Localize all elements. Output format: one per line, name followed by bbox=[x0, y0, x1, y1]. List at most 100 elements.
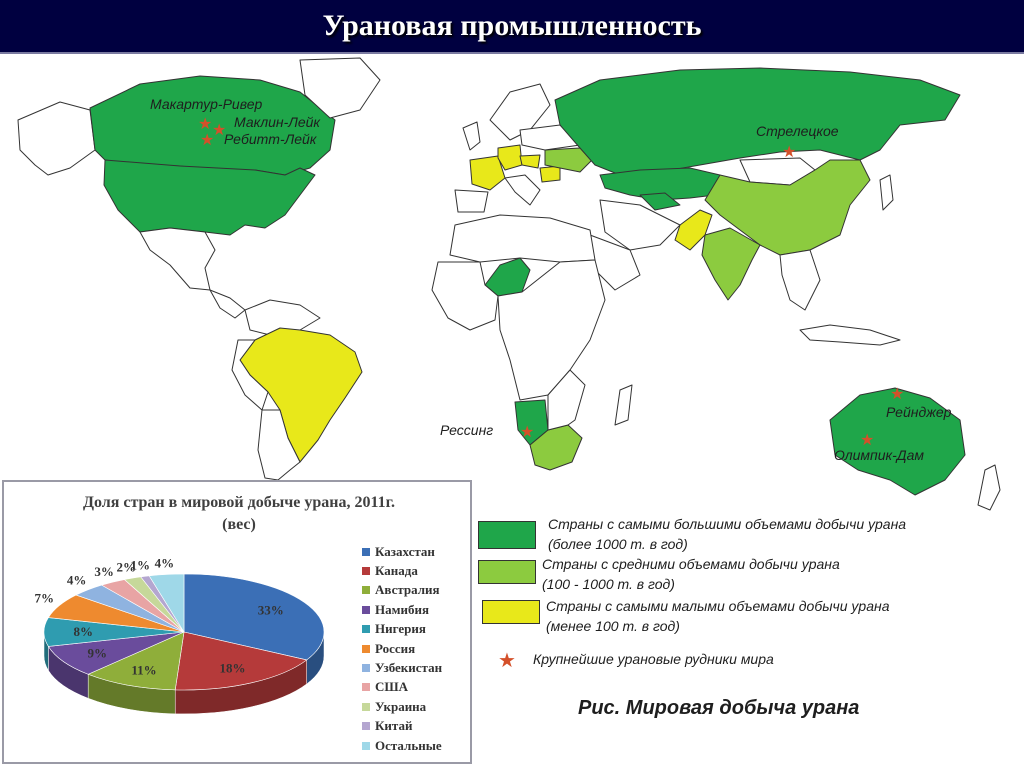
country-germany bbox=[497, 144, 523, 171]
country-iran-middle-east bbox=[599, 199, 681, 251]
pie-legend-swatch bbox=[362, 644, 370, 653]
pie-legend-item: США bbox=[362, 678, 442, 697]
pie-legend-swatch bbox=[362, 586, 370, 595]
star-icon: ★ bbox=[520, 424, 535, 441]
pie-label-3: 9% bbox=[87, 645, 107, 660]
pie-legend-swatch bbox=[362, 741, 370, 750]
pie-legend-item: Нигерия bbox=[362, 620, 442, 639]
pie-legend-swatch bbox=[362, 547, 370, 556]
pie-legend-label: Нигерия bbox=[375, 621, 426, 637]
pie-legend-label: Австралия bbox=[375, 582, 440, 598]
pie-legend: Казахстан Канада Австралия Намибия Нигерия Ро… bbox=[362, 542, 442, 755]
pie-slice-0 bbox=[183, 573, 325, 661]
pie-chart-title-text: Доля стран в мировой добыче урана, 2011г… bbox=[82, 494, 396, 511]
country-indonesia bbox=[799, 324, 901, 346]
star-icon: ★ bbox=[890, 386, 905, 403]
pie-slice-1 bbox=[174, 631, 308, 691]
pie-legend-label: Узбекистан bbox=[375, 660, 443, 676]
country-mexico bbox=[139, 227, 216, 291]
country-czech bbox=[519, 154, 541, 169]
pie-legend-swatch bbox=[362, 567, 370, 576]
country-india bbox=[701, 227, 761, 301]
star-icon: ★ bbox=[782, 144, 797, 161]
pie-legend-item: Китай bbox=[362, 717, 442, 736]
map-svg bbox=[17, 57, 1001, 511]
mine-label-mcclean: Маклин-Лейк bbox=[234, 114, 321, 130]
country-west-africa bbox=[431, 261, 499, 331]
country-alaska bbox=[17, 101, 96, 176]
pie-legend-label: Китай bbox=[375, 718, 413, 734]
pie-label-9: 1% bbox=[131, 558, 151, 573]
pie-legend-item: Намибия bbox=[362, 600, 442, 619]
star-icon: ★ bbox=[498, 650, 516, 672]
country-peru-bolivia bbox=[231, 339, 269, 411]
legend-low-line2: (менее 100 т. в год) bbox=[546, 618, 680, 634]
title-bar: Урановая промышленность bbox=[0, 0, 1024, 54]
pie-slice-10 bbox=[148, 573, 185, 634]
mine-label-streltsovskoe: Стрелецкое bbox=[756, 123, 839, 139]
pie-legend-swatch bbox=[362, 664, 370, 673]
legend-swatch-low bbox=[482, 600, 540, 624]
legend-swatch-top bbox=[478, 521, 536, 549]
mine-label-olympic-dam: Олимпик-Дам bbox=[834, 447, 925, 463]
star-icon: ★ bbox=[860, 432, 875, 449]
pie-chart-panel: Доля стран в мировой добыче урана, 2011г… bbox=[2, 480, 472, 764]
pie-slice-3 bbox=[47, 631, 185, 675]
pie-legend-item: Россия bbox=[362, 639, 442, 658]
pie-label-8: 2% bbox=[117, 560, 137, 575]
country-uzbekistan bbox=[639, 192, 681, 211]
pie-legend-swatch bbox=[362, 605, 370, 614]
legend-swatch-middle bbox=[478, 560, 536, 584]
pie-label-10: 4% bbox=[155, 556, 175, 571]
pie-slice-2 bbox=[87, 631, 185, 691]
country-uk bbox=[462, 121, 481, 151]
pie-label-7: 3% bbox=[94, 564, 114, 579]
star-icon: ★ bbox=[198, 116, 213, 133]
pie-legend-swatch bbox=[362, 683, 370, 692]
pie-legend-swatch bbox=[362, 702, 370, 711]
country-central-america bbox=[209, 289, 246, 319]
pie-legend-item: Казахстан bbox=[362, 542, 442, 561]
country-spain bbox=[454, 189, 489, 213]
country-usa bbox=[103, 159, 316, 236]
country-argentina-chile bbox=[257, 409, 301, 481]
pie-legend-item: Канада bbox=[362, 561, 442, 580]
pie-legend-item: Австралия bbox=[362, 581, 442, 600]
pie-legend-item: Остальные bbox=[362, 736, 442, 755]
pie-label-6: 4% bbox=[67, 573, 87, 588]
pie-legend-label: Украина bbox=[375, 698, 427, 714]
pie-legend-item: Узбекистан bbox=[362, 658, 442, 677]
country-scandinavia bbox=[489, 83, 551, 141]
pie-legend-item: Украина bbox=[362, 697, 442, 716]
country-japan bbox=[879, 174, 894, 211]
pie-label-0: 33% bbox=[258, 603, 284, 618]
pie-legend-label: Россия bbox=[375, 640, 416, 656]
pie-label-2: 11% bbox=[131, 662, 156, 677]
country-north-africa bbox=[449, 214, 596, 263]
country-se-asia bbox=[779, 249, 821, 311]
pie-chart-subtitle: (вес) bbox=[222, 516, 256, 533]
mine-label-mcarthur: Макартур-Ривер bbox=[150, 96, 263, 112]
country-romania bbox=[539, 165, 561, 183]
pie-legend-label: Намибия bbox=[375, 601, 429, 617]
pie-label-4: 8% bbox=[73, 624, 93, 639]
figure-caption: Рис. Мировая добыча урана bbox=[578, 697, 860, 719]
country-france bbox=[469, 155, 506, 191]
world-map: ★ ★ ★ ★ ★ ★ ★ Макартур-Ривер Маклин-Лейк… bbox=[0, 54, 1024, 767]
pie-legend-swatch bbox=[362, 722, 370, 731]
legend-top-line2: (более 1000 т. в год) bbox=[548, 536, 688, 552]
pie-chart-title: Доля стран в мировой добыче урана, 2011г… bbox=[4, 492, 474, 536]
legend-low-line1: Страны с самыми малыми объемами добычи у… bbox=[546, 598, 890, 614]
country-central-africa bbox=[497, 259, 606, 401]
country-china bbox=[704, 159, 871, 256]
country-italy-balkans bbox=[504, 174, 541, 206]
pie-legend-label: Остальные bbox=[375, 737, 442, 753]
mine-label-rossing: Рессинг bbox=[440, 422, 494, 438]
country-new-zealand bbox=[977, 464, 1001, 511]
legend-top-line1: Страны с самыми большими объемами добычи… bbox=[548, 516, 907, 532]
pie-chart: 33% 18% 11% 9% 8% 7% 4% 3% 2%1% 4% bbox=[35, 556, 325, 715]
country-madagascar bbox=[614, 384, 633, 426]
country-kazakhstan bbox=[599, 167, 721, 201]
legend-mines: Крупнейшие урановые рудники мира bbox=[533, 651, 774, 667]
pie-legend-label: США bbox=[375, 679, 409, 695]
